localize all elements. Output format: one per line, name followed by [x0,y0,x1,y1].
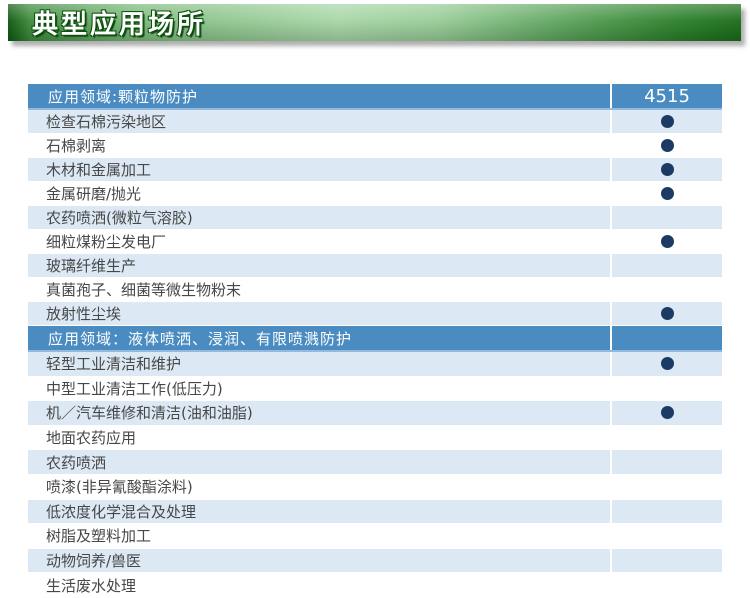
section-header: 应用领域：液体喷洒、浸润、有限喷溅防护 [28,326,722,352]
section-header-label: 应用领域:颗粒物防护 [48,87,199,106]
table-row: 农药喷洒 [28,450,722,475]
row-label: 真菌孢子、细菌等微生物粉末 [46,281,242,299]
dot-cell [610,524,722,548]
row-label: 机／汽车维修和清洁(油和油脂) [46,404,253,423]
table-row: 生活废水处理 [28,573,722,598]
row-label: 玻璃纤维生产 [46,257,137,275]
product-code-cell: 4515 [610,84,722,108]
table-row: 细粒煤粉尘发电厂 [28,230,722,254]
applicable-dot-icon [660,139,674,152]
applicable-dot-icon [660,307,674,320]
table-row: 地面农药应用 [28,425,722,451]
table-row: 机／汽车维修和清洁(油和油脂) [28,401,722,426]
table-row: 农药喷洒(微粒气溶胶) [28,206,722,230]
dot-cell [610,401,722,425]
row-label: 农药喷洒 [46,453,107,472]
applicable-dot-icon [660,115,674,128]
dot-cell [610,548,722,573]
dot-cell [610,134,722,157]
dot-cell [610,450,722,474]
row-label: 轻型工业清洁和维护 [46,355,182,374]
table-row: 低浓度化学混合及处理 [28,499,722,525]
table-row: 喷漆(非异氰酸酯涂料) [28,474,722,500]
dot-cell [610,230,722,253]
table-row: 木材和金属加工 [28,158,722,182]
dot-cell [610,278,722,301]
dot-cell [610,206,722,229]
dot-cell [610,352,722,376]
row-label: 喷漆(非异氰酸酯涂料) [46,478,193,497]
dot-cell [610,573,722,597]
section-banner: 典型应用场所 [8,4,741,41]
row-label: 细粒煤粉尘发电厂 [46,233,167,251]
dot-cell [610,158,722,181]
table-row: 金属研磨/抛光 [28,182,722,206]
banner-title: 典型应用场所 [32,10,207,40]
table-row: 放射性尘埃 [28,302,722,326]
table-row: 树脂及塑料加工 [28,524,722,549]
row-label: 树脂及塑料加工 [46,527,152,546]
dot-cell [610,254,722,277]
dot-cell [610,474,722,499]
dot-cell [610,110,722,133]
row-label: 生活废水处理 [46,576,137,595]
dot-cell [610,376,722,401]
table-row: 轻型工业清洁和维护 [28,352,722,377]
row-label: 动物饲养/兽医 [46,552,142,571]
row-label: 木材和金属加工 [46,161,152,179]
applicable-dot-icon [660,187,674,200]
row-label: 检查石棉污染地区 [46,113,167,131]
dot-cell [610,499,722,524]
table-row: 真菌孢子、细菌等微生物粉末 [28,278,722,302]
applications-table: 应用领域:颗粒物防护 4515 检查石棉污染地区 石棉剥离木材和金属加工 金属研磨/抛光… [28,84,722,598]
applicable-dot-icon [660,357,674,371]
applicable-dot-icon [660,235,674,248]
dot-cell [610,302,722,325]
table-row: 玻璃纤维生产 [28,254,722,278]
row-label: 中型工业清洁工作(低压力) [46,379,223,398]
dot-cell [610,425,722,450]
applicable-dot-icon [660,163,674,176]
product-code-cell [610,326,722,350]
table-row: 石棉剥离 [28,134,722,158]
table-row: 检查石棉污染地区 [28,110,722,134]
row-label: 低浓度化学混合及处理 [46,502,197,521]
applicable-dot-icon [660,406,674,420]
row-label: 农药喷洒(微粒气溶胶) [46,209,193,227]
table-row: 动物饲养/兽医 [28,548,722,574]
row-label: 地面农药应用 [46,429,137,448]
section-header: 应用领域:颗粒物防护 4515 [28,84,722,110]
table-row: 中型工业清洁工作(低压力) [28,376,722,402]
section-header-label: 应用领域：液体喷洒、浸润、有限喷溅防护 [48,329,353,348]
row-label: 放射性尘埃 [46,305,122,323]
dot-cell [610,182,722,205]
row-label: 石棉剥离 [46,137,107,155]
row-label: 金属研磨/抛光 [46,185,142,203]
